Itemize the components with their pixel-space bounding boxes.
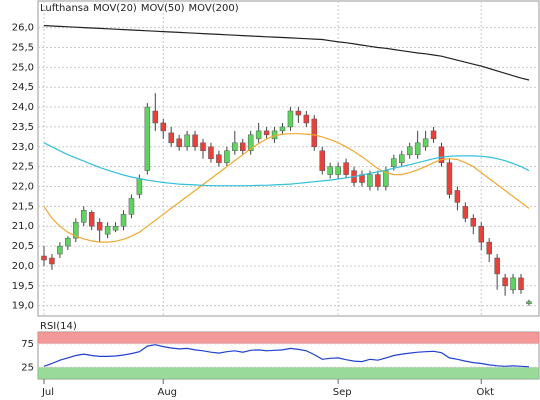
candle-body bbox=[343, 162, 349, 175]
legend-entry: MOV(200) bbox=[189, 3, 239, 14]
candle-body bbox=[144, 106, 151, 171]
candle-body bbox=[224, 150, 230, 163]
y-tick-label: 20,0 bbox=[12, 261, 34, 272]
upper-band bbox=[38, 332, 539, 344]
y-tick-label: 21,0 bbox=[12, 221, 34, 232]
moving-average bbox=[43, 133, 530, 243]
candle-body bbox=[391, 158, 397, 167]
legend: Lufthansa MOV(20) MOV(50) MOV(200) bbox=[40, 3, 239, 14]
candle-body bbox=[518, 277, 524, 291]
main-frame bbox=[37, 0, 540, 317]
candle-body bbox=[478, 225, 484, 243]
candle-body bbox=[104, 225, 111, 235]
candle-body bbox=[88, 212, 95, 227]
candle-body bbox=[414, 142, 421, 155]
candle-body bbox=[168, 132, 174, 144]
candle-body bbox=[176, 138, 182, 148]
candle-body bbox=[406, 146, 413, 155]
candle-body bbox=[430, 130, 437, 140]
candle-body bbox=[192, 134, 198, 148]
candle-body bbox=[49, 257, 55, 265]
candle-body bbox=[470, 218, 477, 227]
legend-entry: MOV(50) bbox=[141, 3, 185, 14]
y-tick-label: 24,0 bbox=[12, 102, 34, 113]
candle-body bbox=[184, 134, 190, 148]
candle-body bbox=[311, 118, 318, 148]
candle-body bbox=[200, 142, 206, 152]
candle-body bbox=[287, 110, 294, 128]
x-tick-label: Okt bbox=[476, 387, 494, 398]
legend-entry: Lufthansa bbox=[40, 3, 89, 14]
candle-body bbox=[152, 110, 159, 124]
candle-body bbox=[41, 255, 47, 261]
y-tick-label: 26,0 bbox=[12, 23, 34, 34]
candle-body bbox=[454, 190, 461, 203]
candle-body bbox=[120, 214, 127, 227]
candle-body bbox=[247, 134, 254, 152]
candle-body bbox=[327, 166, 333, 175]
candle-body bbox=[240, 142, 246, 152]
y-tick-label: 75 bbox=[21, 339, 34, 350]
y-tick-label: 20,5 bbox=[12, 241, 34, 252]
candle-body bbox=[502, 277, 508, 287]
candle-body bbox=[57, 245, 63, 255]
y-tick-label: 22,0 bbox=[12, 182, 34, 193]
candle-body bbox=[160, 122, 166, 132]
candle-body bbox=[486, 241, 492, 255]
candle-body bbox=[136, 178, 143, 195]
candle-body bbox=[438, 146, 445, 163]
x-tick-label: Sep bbox=[333, 387, 352, 398]
candle-body bbox=[446, 162, 453, 195]
y-tick-label: 19,0 bbox=[12, 301, 34, 312]
candle-body bbox=[462, 206, 469, 219]
candle-body bbox=[255, 130, 262, 140]
y-tick-label: 23,0 bbox=[12, 142, 34, 153]
x-tick-label: Jul bbox=[41, 387, 54, 398]
y-tick-label: 23,5 bbox=[12, 122, 34, 133]
candle-body bbox=[65, 237, 71, 247]
x-tick-label: Aug bbox=[157, 387, 177, 398]
candle-body bbox=[422, 138, 429, 148]
candle-body bbox=[494, 257, 500, 275]
rsi-title: RSI(14) bbox=[40, 321, 77, 332]
y-tick-label: 25,0 bbox=[12, 62, 34, 73]
candle-body bbox=[526, 301, 532, 304]
y-tick-label: 25,5 bbox=[12, 42, 34, 53]
y-tick-label: 25 bbox=[21, 362, 34, 373]
moving-average bbox=[43, 25, 530, 81]
legend-entry: MOV(20) bbox=[93, 3, 137, 14]
candle-body bbox=[335, 166, 341, 175]
candle-body bbox=[208, 146, 214, 159]
candle-body bbox=[295, 110, 302, 116]
candle-body bbox=[81, 210, 87, 223]
y-tick-label: 21,5 bbox=[12, 201, 34, 212]
y-tick-label: 24,5 bbox=[12, 82, 34, 93]
candle-body bbox=[279, 126, 286, 132]
moving-average bbox=[43, 142, 530, 187]
candle-body bbox=[319, 150, 325, 171]
candle-body bbox=[399, 154, 405, 163]
candle-body bbox=[96, 222, 103, 231]
rsi-line bbox=[43, 344, 530, 368]
y-tick-label: 19,5 bbox=[12, 281, 34, 292]
candle-body bbox=[232, 142, 238, 152]
candle-body bbox=[216, 154, 222, 163]
candle-body bbox=[375, 174, 381, 187]
candle-body bbox=[510, 277, 516, 291]
candle-body bbox=[128, 198, 135, 215]
candle-body bbox=[367, 174, 373, 187]
candle-body bbox=[112, 225, 119, 231]
y-tick-label: 22,5 bbox=[12, 162, 34, 173]
lower-band bbox=[38, 367, 539, 379]
candle-body bbox=[263, 130, 270, 136]
candle-body bbox=[303, 114, 310, 124]
candle-body bbox=[73, 222, 79, 239]
